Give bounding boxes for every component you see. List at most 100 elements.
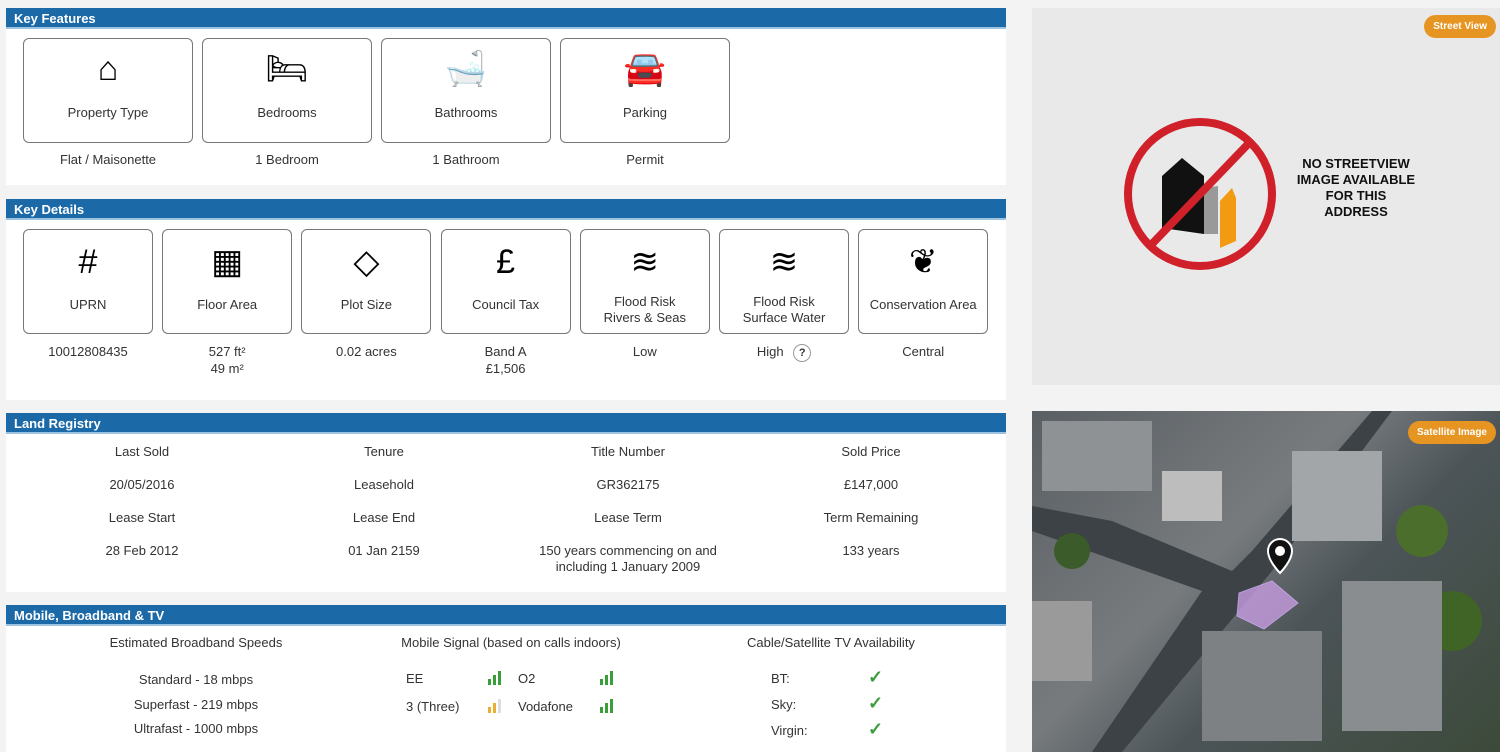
feature-label: Bathrooms — [434, 105, 498, 120]
detail-card-1: ▦ Floor Area — [162, 229, 293, 334]
check-icon: ✓ — [868, 719, 884, 739]
detail-value-2: £1,506 — [485, 361, 526, 376]
signal-provider: Vodafone — [518, 699, 573, 714]
land-registry-value: 28 Feb 2012 — [105, 543, 179, 558]
no-streetview-icon — [1124, 118, 1276, 270]
detail-label: Plot Size — [340, 297, 393, 312]
land-registry-label: Last Sold — [114, 444, 170, 459]
flood-icon: ≋ — [630, 243, 660, 281]
tv-provider: Virgin: — [771, 723, 808, 738]
broadband-superfast: Superfast - 219 mbps — [133, 697, 259, 712]
land-registry-label: Lease Term — [594, 510, 662, 525]
land-registry-label: Sold Price — [841, 444, 901, 459]
feature-card-property-type: ⌂ Property Type — [23, 38, 193, 143]
detail-value: 527 ft² — [208, 344, 246, 359]
satellite-map[interactable]: Satellite Image — [1032, 411, 1500, 752]
hash-icon: # — [78, 243, 98, 281]
satellite-imagery — [1032, 411, 1482, 752]
detail-value: 10012808435 — [48, 344, 128, 359]
house-icon: ⌂ — [97, 50, 119, 88]
land-registry-label: Tenure — [364, 444, 404, 459]
floorplan-icon: ▦ — [211, 243, 244, 281]
land-registry-label: Term Remaining — [823, 510, 919, 525]
key-details-section: Key Details # UPRN 10012808435 ▦ Floor Area… — [6, 199, 1006, 400]
detail-card-5: ≋ Flood Risk Surface Water — [719, 229, 849, 334]
signal-provider: O2 — [518, 671, 536, 686]
signal-title: Mobile Signal (based on calls indoors) — [401, 635, 621, 650]
feature-label: Property Type — [67, 105, 149, 120]
detail-value: High ? — [719, 343, 849, 362]
council-tax-icon: £ — [496, 243, 516, 281]
feature-card-bathrooms: 🛁 Bathrooms — [381, 38, 551, 143]
land-registry-value: 01 Jan 2159 — [348, 543, 420, 558]
detail-value: 0.02 acres — [336, 344, 397, 359]
signal-bars-icon — [600, 699, 613, 713]
section-header: Key Details — [6, 199, 1006, 220]
detail-card-2: ◇ Plot Size — [301, 229, 432, 334]
plant-hand-icon: ❦ — [908, 243, 938, 281]
detail-label: Council Tax — [472, 297, 540, 312]
signal-provider: 3 (Three) — [406, 699, 460, 714]
street-view-button[interactable]: Street View — [1424, 15, 1496, 38]
plot-icon: ◇ — [353, 243, 380, 281]
land-registry-section: Land Registry Last Sold Tenure Title Numbe… — [6, 413, 1006, 592]
detail-card-4: ≋ Flood Risk Rivers & Seas — [579, 229, 710, 334]
land-registry-value: 150 years commencing on and including 1 … — [539, 543, 717, 574]
feature-card-parking: 🚘 Parking — [560, 38, 730, 143]
feature-card-bedrooms: 🛏 Bedrooms — [202, 38, 372, 143]
detail-card-0: # UPRN — [23, 229, 153, 334]
detail-label: Conservation Area — [869, 297, 977, 312]
land-registry-value: £147,000 — [843, 477, 899, 492]
detail-label: Flood Risk — [753, 294, 815, 309]
signal-bars-icon — [600, 671, 613, 685]
detail-value: Low — [632, 344, 657, 359]
bath-icon: 🛁 — [444, 50, 488, 88]
signal-bars-icon — [488, 671, 501, 685]
signal-bars-icon — [488, 699, 501, 713]
key-features-section: Key Features ⌂ Property Type Flat / Maiso… — [6, 8, 1006, 185]
land-registry-value: 20/05/2016 — [109, 477, 175, 492]
feature-value: Permit — [626, 152, 664, 167]
broadband-standard: Standard - 18 mbps — [138, 672, 254, 687]
detail-label-2: Surface Water — [742, 310, 826, 325]
land-registry-label: Lease End — [352, 510, 416, 525]
flood-icon: ≋ — [769, 243, 799, 281]
check-icon: ✓ — [868, 667, 884, 687]
help-icon[interactable]: ? — [793, 344, 812, 362]
tv-title: Cable/Satellite TV Availability — [747, 635, 915, 650]
mobile-broadband-section: Mobile, Broadband & TV Estimated Broadba… — [6, 605, 1006, 752]
check-icon: ✓ — [868, 693, 884, 713]
tv-provider: BT: — [771, 671, 790, 686]
broadband-ultrafast: Ultrafast - 1000 mbps — [133, 721, 259, 736]
land-registry-label: Lease Start — [108, 510, 176, 525]
no-streetview-message: NO STREETVIEW IMAGE AVAILABLE FOR THIS A… — [1296, 156, 1416, 219]
detail-label: Flood Risk — [614, 294, 676, 309]
detail-label: UPRN — [69, 297, 107, 312]
land-registry-value: 133 years — [842, 543, 900, 558]
detail-card-3: £ Council Tax — [440, 229, 571, 334]
bed-icon: 🛏 — [265, 50, 309, 88]
detail-label: Floor Area — [197, 297, 258, 312]
feature-value: Flat / Maisonette — [59, 152, 157, 167]
broadband-title: Estimated Broadband Speeds — [109, 635, 283, 650]
section-header: Mobile, Broadband & TV — [6, 605, 1006, 626]
detail-value: Band A — [484, 344, 527, 359]
section-header: Land Registry — [6, 413, 1006, 434]
land-registry-label: Title Number — [591, 444, 665, 459]
feature-label: Parking — [622, 105, 668, 120]
detail-card-6: ❦ Conservation Area — [858, 229, 989, 334]
feature-value: 1 Bathroom — [432, 152, 500, 167]
detail-value-2: 49 m² — [210, 361, 244, 376]
street-view-panel: Street View NO STREETVIEW IMAGE AVAILABL… — [1032, 8, 1500, 385]
satellite-image-button[interactable]: Satellite Image — [1407, 421, 1496, 444]
land-registry-value: GR362175 — [596, 477, 660, 492]
feature-label: Bedrooms — [257, 105, 317, 120]
section-header: Key Features — [6, 8, 1006, 29]
detail-value: Central — [902, 344, 945, 359]
signal-provider: EE — [406, 671, 424, 686]
car-icon: 🚘 — [623, 50, 667, 88]
tv-provider: Sky: — [771, 697, 797, 712]
feature-value: 1 Bedroom — [255, 152, 319, 167]
land-registry-value: Leasehold — [354, 477, 414, 492]
detail-label-2: Rivers & Seas — [603, 310, 686, 325]
